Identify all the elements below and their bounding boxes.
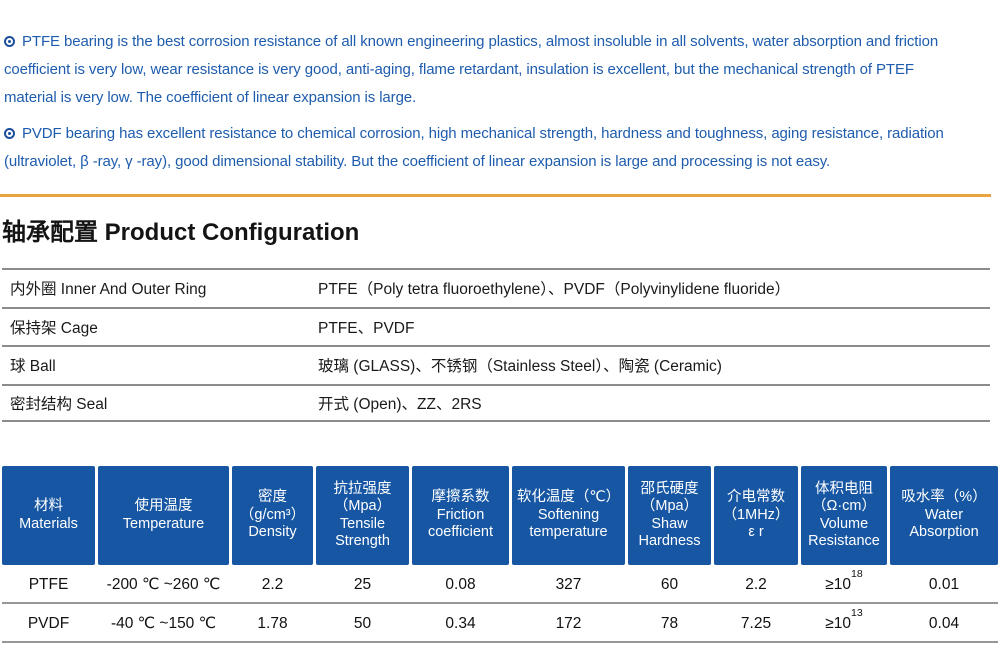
paragraph-line: (ultraviolet, β -ray, γ -ray), good dime… [4,153,831,170]
intro-section: PTFE bearing is the best corrosion resis… [4,28,996,184]
header-line: Strength [335,533,390,549]
header-line: 软化温度（℃） [516,489,621,506]
bullet-icon [4,36,15,47]
header-density: 密度 （g/cm³） Density [232,466,313,565]
spec-cell-volume-resistance: ≥1013 [801,604,887,643]
config-label: 保持架 Cage [10,319,98,337]
header-water-absorption: 吸水率（%） Water Absorption [890,466,998,565]
config-label: 球 Ball [10,358,56,376]
header-line: ε r [748,524,764,541]
paragraph-pvdf: PVDF bearing has excellent resistance to… [4,120,996,176]
header-shaw-hardness: 邵氏硬度 （Mpa） Shaw Hardness [628,466,711,565]
paragraph-line: material is very low. The coefficient of… [4,89,417,106]
header-line: （g/cm³） [239,506,306,523]
spec-cell-softening: 327 [555,576,582,593]
header-line: Resistance [808,533,880,549]
config-value: PTFE、PVDF [318,319,415,337]
header-line: 摩擦系数 [431,489,490,506]
spec-cell-hardness: 60 [660,576,679,593]
paragraph-text: PTFE bearing is the best corrosion resis… [22,33,939,50]
spec-cell-volume-resistance: ≥1018 [801,565,887,604]
volume-exponent: 13 [851,606,863,619]
header-line: 使用温度 [134,498,193,514]
spec-cell-density: 2.2 [261,576,284,593]
config-value: 玻璃 (GLASS)、不锈钢（Stainless Steel）、陶瓷 (Cera… [318,358,722,376]
header-line: Volume [819,515,869,532]
spec-cell-material: PTFE [28,576,69,593]
header-line: Friction [436,506,485,523]
spec-cell-material: PVDF [27,615,70,632]
spec-table: 材料 Materials 使用温度 Temperature 密度 （g/cm³）… [2,466,998,643]
config-row-cage: 保持架 Cage PTFE、PVDF [2,306,990,346]
header-line: Temperature [122,515,205,532]
header-line: （1MHz） [722,506,790,523]
header-softening-temperature: 软化温度（℃） Softening temperature [512,466,625,565]
spec-cell-softening: 172 [555,615,582,632]
header-volume-resistance: 体积电阻 （Ω·cm） Volume Resistance [801,466,887,565]
paragraph-line: PVDF bearing has excellent resistance to… [4,120,996,148]
header-line: （Mpa） [333,498,392,514]
spec-cell-friction: 0.08 [445,576,476,593]
header-line: （Mpa） [640,498,699,514]
header-line: coefficient [427,524,494,541]
config-row-seal: 密封结构 Seal 开式 (Open)、ZZ、2RS [2,383,990,422]
header-line: Absorption [909,524,979,541]
header-line: （Ω·cm） [812,498,876,514]
header-line: temperature [529,524,608,541]
header-line: 吸水率（%） [901,489,987,506]
header-line: 邵氏硬度 [640,480,699,497]
config-row-ball: 球 Ball 玻璃 (GLASS)、不锈钢（Stainless Steel）、陶… [2,345,990,384]
header-line: 体积电阻 [815,480,873,497]
config-row-inner-outer-ring: 内外圈 Inner And Outer Ring PTFE（Poly tetra… [2,268,990,307]
volume-base: ≥10 [825,615,852,632]
header-line: 介电常数 [727,489,785,506]
header-tensile-strength: 抗拉强度 （Mpa） Tensile Strength [316,466,409,565]
spec-table-header: 材料 Materials 使用温度 Temperature 密度 （g/cm³）… [2,466,998,565]
header-line: Tensile [339,515,386,532]
volume-exponent: 18 [851,567,863,580]
section-title: 轴承配置 Product Configuration [2,219,360,246]
header-line: Materials [19,515,78,532]
config-label: 内外圈 Inner And Outer Ring [10,281,207,299]
spec-cell-dielectric: 7.25 [740,615,772,632]
header-temperature: 使用温度 Temperature [98,466,229,565]
spec-row-ptfe: PTFE -200 ℃ ~260 ℃ 2.2 25 0.08 327 60 2.… [2,565,998,604]
spec-cell-tensile-strength: 50 [353,615,372,632]
spec-cell-dielectric: 2.2 [745,576,767,593]
spec-cell-density: 1.78 [257,615,288,632]
spec-cell-water-absorption: 0.01 [928,576,960,593]
paragraph-ptfe: PTFE bearing is the best corrosion resis… [4,28,996,112]
config-value: PTFE（Poly tetra fluoroethylene）、PVDF（Pol… [318,281,791,299]
header-line: 材料 [34,498,63,514]
header-materials: 材料 Materials [2,466,95,565]
paragraph-line: coefficient is very low, wear resistance… [4,61,914,78]
header-dielectric-constant: 介电常数 （1MHz） ε r [714,466,798,565]
config-label: 密封结构 Seal [10,395,108,413]
header-line: Hardness [638,533,701,549]
header-line: 密度 [258,489,287,506]
spec-cell-water-absorption: 0.04 [928,615,960,632]
header-line: 抗拉强度 [333,480,392,497]
bullet-icon [4,128,15,139]
header-line: Water [924,506,964,523]
spec-cell-friction: 0.34 [445,615,476,632]
paragraph-text: PVDF bearing has excellent resistance to… [22,125,944,142]
spec-cell-hardness: 78 [660,615,679,632]
header-line: Shaw [651,515,688,532]
orange-divider [0,194,991,197]
config-table: 内外圈 Inner And Outer Ring PTFE（Poly tetra… [2,268,990,422]
spec-cell-tensile-strength: 25 [353,576,372,593]
config-value: 开式 (Open)、ZZ、2RS [318,395,482,413]
header-friction-coefficient: 摩擦系数 Friction coefficient [412,466,509,565]
spec-cell-temperature: -40 ℃ ~150 ℃ [110,615,217,632]
spec-row-pvdf: PVDF -40 ℃ ~150 ℃ 1.78 50 0.34 172 78 7.… [2,604,998,643]
spec-cell-temperature: -200 ℃ ~260 ℃ [106,576,221,593]
volume-base: ≥10 [825,576,852,593]
header-line: Density [248,524,297,541]
paragraph-line: PTFE bearing is the best corrosion resis… [4,28,996,56]
header-line: Softening [537,506,600,523]
